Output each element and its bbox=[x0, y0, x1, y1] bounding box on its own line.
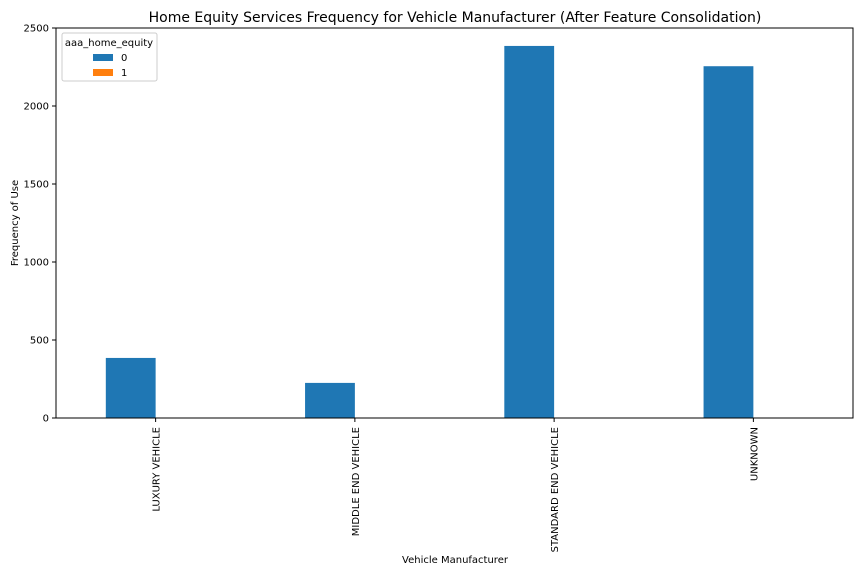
legend-swatch-series-1 bbox=[93, 69, 113, 76]
bar-luxury-vehicle-series-0 bbox=[105, 357, 156, 418]
legend-label-series-0: 0 bbox=[121, 53, 127, 64]
y-tick-label: 1000 bbox=[24, 258, 49, 269]
chart-title: Home Equity Services Frequency for Vehic… bbox=[149, 10, 762, 26]
bar-standard-end-vehicle-series-0 bbox=[504, 45, 555, 418]
bar-unknown-series-0 bbox=[703, 66, 754, 418]
legend: aaa_home_equity 0 1 bbox=[61, 32, 158, 82]
y-tick-label: 2000 bbox=[24, 102, 49, 113]
legend-swatch-series-0 bbox=[93, 54, 113, 61]
x-tick-label: LUXURY VEHICLE bbox=[152, 427, 163, 512]
y-tick-label: 500 bbox=[30, 336, 49, 347]
y-tick-label: 0 bbox=[43, 414, 49, 425]
x-tick-label: MIDDLE END VEHICLE bbox=[351, 427, 362, 536]
y-axis-label: Frequency of Use bbox=[10, 180, 21, 266]
legend-label-series-1: 1 bbox=[121, 68, 127, 79]
plot-area bbox=[105, 45, 754, 418]
bar-middle-end-vehicle-series-0 bbox=[305, 382, 355, 418]
legend-title: aaa_home_equity bbox=[65, 38, 153, 49]
x-tick-label: STANDARD END VEHICLE bbox=[550, 427, 561, 552]
x-tick-label: UNKNOWN bbox=[749, 427, 760, 481]
y-tick-label: 1500 bbox=[24, 180, 49, 191]
x-axis-label: Vehicle Manufacturer bbox=[402, 555, 509, 566]
y-tick-label: 2500 bbox=[24, 24, 49, 35]
plot-frame bbox=[55, 27, 854, 419]
